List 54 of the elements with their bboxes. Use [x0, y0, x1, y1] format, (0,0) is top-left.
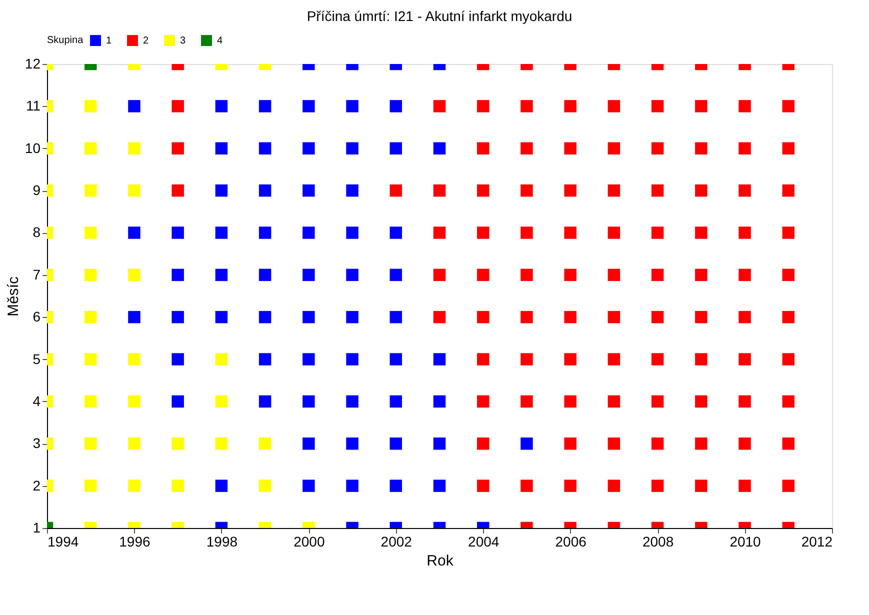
x-tick-label: 2010: [730, 534, 762, 550]
y-tick-label: 2: [32, 477, 41, 494]
point: [258, 438, 272, 450]
x-tick-label: 2012: [801, 534, 833, 550]
point: [172, 438, 184, 450]
x-tick-label: 1998: [206, 534, 238, 550]
y-tick-label: 4: [32, 392, 41, 409]
legend-title: Skupina: [47, 35, 84, 46]
point: [215, 395, 228, 408]
point: [84, 226, 97, 239]
x-tick-label: 2000: [294, 534, 325, 550]
point: [128, 142, 140, 154]
x-tick-label: 2006: [555, 534, 587, 550]
y-tick-label: 1: [32, 520, 41, 536]
y-tick-label: 8: [32, 224, 41, 240]
point: [84, 184, 97, 197]
legend-label: 3: [180, 36, 186, 47]
y-tick-label: 3: [32, 435, 41, 452]
point: [128, 480, 140, 492]
point: [128, 438, 140, 450]
x-tick-label: 1994: [48, 534, 79, 550]
point: [128, 353, 140, 366]
point: [84, 438, 97, 450]
x-tick-label: 2004: [468, 534, 500, 550]
point: [128, 184, 140, 197]
legend-label: 1: [106, 36, 112, 47]
legend-label: 2: [143, 36, 149, 47]
point: [84, 353, 97, 366]
x-tick-label: 1996: [119, 534, 151, 550]
y-axis-title: Měsíc: [4, 276, 22, 317]
x-tick-label: 2008: [642, 534, 674, 550]
y-tick-label: 6: [32, 308, 41, 325]
point: [172, 480, 184, 492]
y-tick-label: 7: [32, 266, 41, 282]
y-tick-label: 12: [24, 56, 41, 72]
point: [84, 395, 97, 408]
x-axis-title: Rok: [426, 552, 454, 570]
y-tick-label: 9: [32, 182, 41, 198]
point: [84, 310, 97, 324]
y-tick-label: 5: [32, 350, 41, 367]
y-tick-label: 10: [24, 140, 41, 156]
point: [84, 100, 97, 112]
point: [84, 142, 97, 154]
point: [84, 480, 97, 492]
point: [84, 268, 97, 282]
point: [128, 395, 140, 408]
x-tick-label: 2002: [380, 534, 412, 550]
legend-label: 4: [217, 36, 223, 47]
chart-title: Příčina úmrtí: I21 - Akutní infarkt myokardu: [306, 8, 572, 24]
point: [258, 480, 272, 492]
point: [215, 438, 228, 450]
point: [215, 353, 228, 366]
point: [128, 268, 140, 282]
y-tick-label: 11: [26, 98, 41, 114]
